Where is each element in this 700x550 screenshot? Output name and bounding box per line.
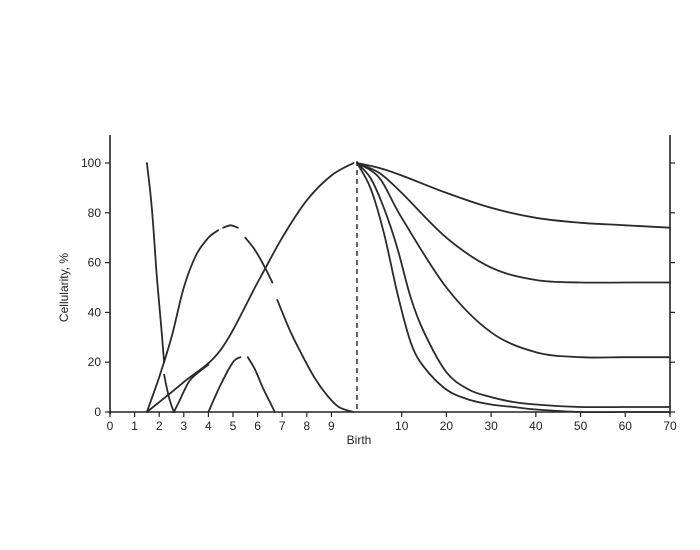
postnatal-curve-5 — [356, 162, 671, 414]
x-tick-label: 20 — [440, 419, 454, 433]
prenatal-curve-1 — [146, 162, 165, 364]
prenatal-curve-8 — [207, 356, 242, 413]
postnatal-curve-4 — [356, 162, 671, 409]
x-tick-label: 0 — [107, 419, 114, 433]
x-tick-label: 10 — [395, 419, 409, 433]
y-tick-label: 60 — [88, 256, 102, 270]
axes — [105, 135, 675, 417]
prenatal-curve-10 — [146, 162, 355, 413]
x-tick-label: 30 — [484, 419, 498, 433]
postnatal-curve-1 — [356, 162, 671, 229]
x-tick-label: 50 — [574, 419, 588, 433]
x-tick-label: 70 — [663, 419, 677, 433]
y-tick-label: 0 — [94, 405, 101, 419]
x-tick-label: 5 — [230, 419, 237, 433]
y-tick-label: 100 — [81, 156, 101, 170]
series-group — [146, 162, 671, 414]
x-tick-label: 60 — [619, 419, 633, 433]
prenatal-curve-7 — [173, 363, 210, 413]
x-tick-label: 6 — [254, 419, 261, 433]
prenatal-curve-9 — [246, 356, 276, 413]
x-tick-label: 4 — [205, 419, 212, 433]
x-tick-label: 1 — [131, 419, 138, 433]
postnatal-curve-2 — [356, 162, 671, 284]
prenatal-curve-4 — [222, 224, 239, 229]
y-axis-label: Cellularity, % — [57, 253, 71, 322]
x-axis-label: Birth — [347, 433, 372, 447]
y-tick-label: 20 — [88, 355, 102, 369]
x-tick-label: 9 — [328, 419, 335, 433]
y-tick-label: 80 — [88, 206, 102, 220]
y-tick-label: 40 — [88, 305, 102, 319]
labels-group: 0 20 40 60 80 100 0 1 2 3 4 5 6 7 8 9 10 20 30 40 50 60 70 Birt… — [57, 156, 677, 447]
x-tick-label: 3 — [180, 419, 187, 433]
prenatal-curve-6 — [276, 299, 355, 413]
x-tick-label: 2 — [156, 419, 163, 433]
x-tick-label: 7 — [279, 419, 286, 433]
prenatal-curve-3 — [146, 229, 220, 413]
postnatal-curve-3 — [356, 162, 671, 359]
x-tick-label: 8 — [303, 419, 310, 433]
x-tick-label: 40 — [529, 419, 543, 433]
prenatal-curve-5 — [244, 236, 274, 284]
